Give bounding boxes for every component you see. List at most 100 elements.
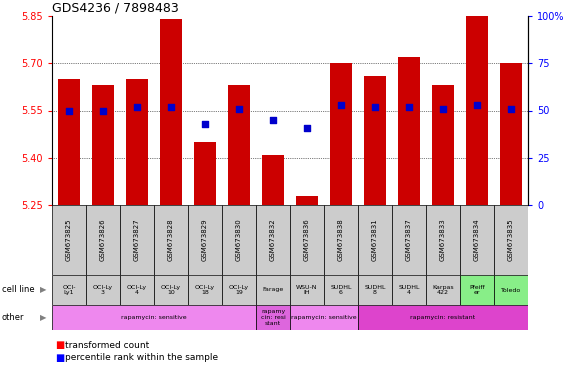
Text: transformed count: transformed count	[65, 341, 149, 349]
Text: GSM673836: GSM673836	[304, 218, 310, 262]
Bar	[460, 275, 494, 305]
Bar	[160, 19, 182, 205]
Bar	[154, 205, 188, 275]
Text: GSM673833: GSM673833	[440, 218, 446, 262]
Text: GSM673825: GSM673825	[66, 219, 72, 261]
Bar	[188, 205, 222, 275]
Text: rapamycin: resistant: rapamycin: resistant	[411, 315, 475, 320]
Bar	[426, 205, 460, 275]
Bar	[256, 305, 290, 330]
Bar	[222, 275, 256, 305]
Bar	[466, 16, 488, 205]
Bar	[358, 275, 392, 305]
Text: OCI-Ly
3: OCI-Ly 3	[93, 285, 113, 295]
Text: Karpas
422: Karpas 422	[432, 285, 454, 295]
Text: ■: ■	[55, 340, 64, 350]
Bar	[358, 305, 528, 330]
Bar	[500, 63, 522, 205]
Bar	[392, 275, 426, 305]
Text: GSM673832: GSM673832	[270, 218, 276, 262]
Text: OCI-
Ly1: OCI- Ly1	[62, 285, 76, 295]
Bar	[154, 275, 188, 305]
Point	[507, 106, 516, 112]
Text: rapamycin: sensitive: rapamycin: sensitive	[121, 315, 187, 320]
Text: rapamy
cin: resi
stant: rapamy cin: resi stant	[261, 309, 285, 326]
Bar	[398, 57, 420, 205]
Point	[98, 108, 107, 114]
Text: Farage: Farage	[262, 288, 283, 293]
Text: GSM673829: GSM673829	[202, 218, 208, 262]
Bar	[256, 275, 290, 305]
Point	[201, 121, 210, 127]
Bar	[58, 79, 80, 205]
Point	[473, 102, 482, 108]
Bar	[52, 305, 256, 330]
Point	[336, 102, 345, 108]
Bar	[426, 275, 460, 305]
Bar	[330, 63, 352, 205]
Bar	[222, 205, 256, 275]
Text: GSM673831: GSM673831	[372, 218, 378, 262]
Text: OCI-Ly
4: OCI-Ly 4	[127, 285, 147, 295]
Text: GSM673830: GSM673830	[236, 218, 242, 262]
Bar	[120, 205, 154, 275]
Bar	[92, 85, 114, 205]
Text: OCI-Ly
19: OCI-Ly 19	[229, 285, 249, 295]
Bar	[324, 205, 358, 275]
Text: GSM673837: GSM673837	[406, 218, 412, 262]
Bar	[494, 205, 528, 275]
Point	[302, 124, 311, 131]
Bar	[188, 275, 222, 305]
Bar	[460, 205, 494, 275]
Text: GSM673834: GSM673834	[474, 218, 480, 262]
Text: ■: ■	[55, 353, 64, 363]
Bar	[52, 205, 86, 275]
Point	[269, 117, 278, 123]
Point	[235, 106, 244, 112]
Bar	[432, 85, 454, 205]
Text: Pfeiff
er: Pfeiff er	[469, 285, 485, 295]
Text: SUDHL
4: SUDHL 4	[398, 285, 420, 295]
Text: rapamycin: sensitive: rapamycin: sensitive	[291, 315, 357, 320]
Bar	[290, 205, 324, 275]
Bar	[262, 155, 284, 205]
Bar	[256, 205, 290, 275]
Point	[64, 108, 73, 114]
Text: cell line: cell line	[2, 285, 35, 295]
Bar	[290, 305, 358, 330]
Bar	[358, 205, 392, 275]
Bar	[324, 275, 358, 305]
Text: OCI-Ly
10: OCI-Ly 10	[161, 285, 181, 295]
Text: GSM673835: GSM673835	[508, 218, 514, 262]
Text: ▶: ▶	[40, 285, 47, 295]
Text: Toledo: Toledo	[501, 288, 521, 293]
Bar	[364, 76, 386, 205]
Bar	[120, 275, 154, 305]
Bar	[86, 275, 120, 305]
Bar	[494, 275, 528, 305]
Bar	[290, 275, 324, 305]
Text: percentile rank within the sample: percentile rank within the sample	[65, 354, 218, 362]
Bar	[392, 205, 426, 275]
Text: other: other	[2, 313, 24, 323]
Point	[132, 104, 141, 110]
Point	[166, 104, 176, 110]
Text: GDS4236 / 7898483: GDS4236 / 7898483	[52, 2, 179, 15]
Bar	[86, 205, 120, 275]
Point	[370, 104, 379, 110]
Bar	[52, 275, 86, 305]
Bar	[194, 142, 216, 205]
Bar	[296, 195, 318, 205]
Text: GSM673838: GSM673838	[338, 218, 344, 262]
Point	[404, 104, 414, 110]
Bar	[126, 79, 148, 205]
Text: GSM673826: GSM673826	[100, 218, 106, 262]
Text: SUDHL
8: SUDHL 8	[364, 285, 386, 295]
Text: GSM673827: GSM673827	[134, 218, 140, 262]
Text: GSM673828: GSM673828	[168, 218, 174, 262]
Text: OCI-Ly
18: OCI-Ly 18	[195, 285, 215, 295]
Text: SUDHL
6: SUDHL 6	[330, 285, 352, 295]
Point	[438, 106, 448, 112]
Text: ▶: ▶	[40, 313, 47, 323]
Text: WSU-N
IH: WSU-N IH	[296, 285, 318, 295]
